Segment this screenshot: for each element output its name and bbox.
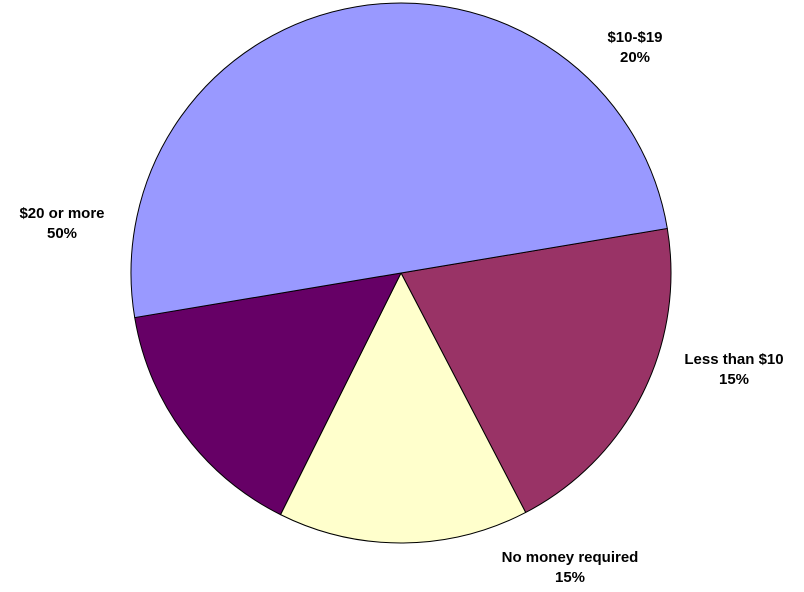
slice-percent-label: 20% (620, 49, 650, 66)
slice-label-10-19: $10-$19 20% (607, 29, 662, 66)
pie-slices (130, 2, 672, 544)
slice-percent-label: 15% (719, 371, 749, 388)
pie-labels: $10-$19 20%Less than $10 15%No money requi… (19, 29, 783, 586)
pie-slice-10-19 (400, 227, 672, 513)
slice-label-20-or-more: $20 or more 50% (19, 205, 104, 242)
slice-category-label: Less than $10 (684, 351, 783, 368)
slice-category-label: No money required (502, 549, 639, 566)
pie-slice-less-than-10 (280, 272, 527, 544)
slice-category-label: $10-$19 (607, 29, 662, 46)
slice-percent-label: 50% (47, 225, 77, 242)
slice-percent-label: 15% (555, 569, 585, 586)
slice-label-less-than-10: Less than $10 15% (684, 351, 783, 388)
slice-label-no-money-required: No money required 15% (502, 549, 639, 586)
pie-slice-no-money-required (134, 272, 402, 516)
slice-category-label: $20 or more (19, 205, 104, 222)
pie-slice-20-or-more (130, 2, 668, 319)
